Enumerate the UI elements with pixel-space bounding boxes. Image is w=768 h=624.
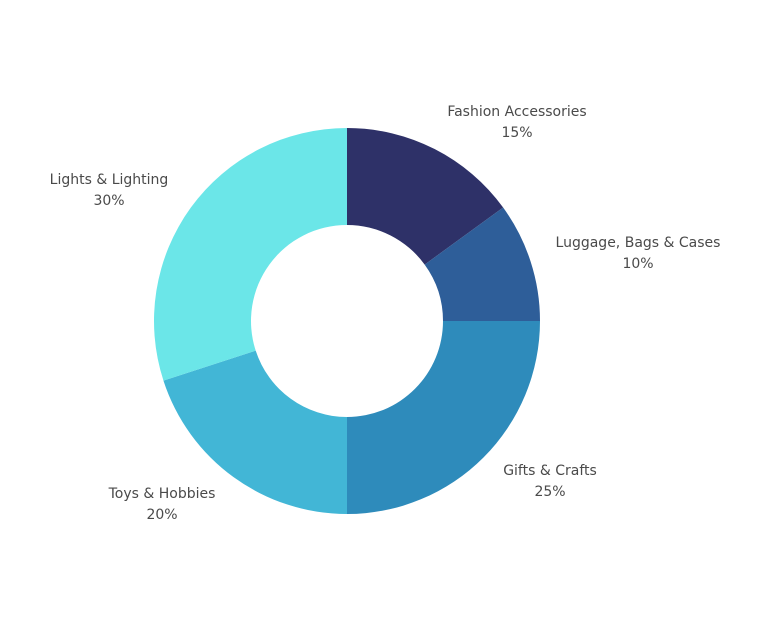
slice-label-fashion-accessories: Fashion Accessories (447, 104, 586, 120)
slice-label-gifts-crafts: Gifts & Crafts (503, 463, 597, 479)
slice-gifts-crafts (347, 321, 540, 514)
slice-label-toys-hobbies: Toys & Hobbies (108, 486, 216, 502)
slice-value-toys-hobbies: 20% (146, 507, 177, 523)
slice-label-lights-lighting: Lights & Lighting (50, 172, 169, 188)
donut-labels: Fashion Accessories 15% Luggage, Bags & Ca… (50, 104, 721, 523)
slice-luggage-bags-cases (424, 207, 540, 321)
slice-toys-hobbies (163, 350, 347, 514)
slice-label-luggage-bags-cases: Luggage, Bags & Cases (556, 235, 721, 251)
slice-fashion-accessories (347, 128, 504, 265)
slice-value-luggage-bags-cases: 10% (622, 256, 653, 272)
slice-value-fashion-accessories: 15% (501, 125, 532, 141)
slice-value-gifts-crafts: 25% (534, 484, 565, 500)
slice-value-lights-lighting: 30% (93, 193, 124, 209)
donut-slices (154, 128, 540, 514)
slice-lights-lighting (154, 128, 347, 381)
